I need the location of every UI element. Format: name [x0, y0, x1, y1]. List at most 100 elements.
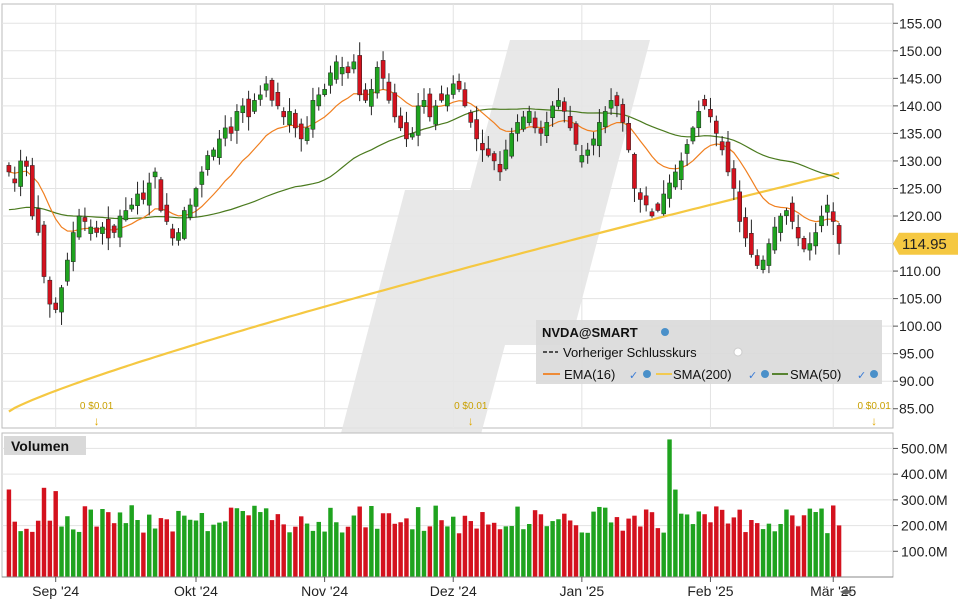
candle — [474, 119, 479, 140]
candle — [263, 83, 269, 91]
legend-prev-close-icon[interactable] — [733, 347, 743, 357]
volume-bar — [679, 513, 684, 577]
sma200-settings-icon[interactable] — [761, 370, 769, 378]
scroll-right-icon[interactable]: ◂▸ — [840, 584, 852, 598]
candle — [427, 93, 433, 118]
candle — [82, 217, 88, 222]
date-tick-label: Mär '25 — [810, 583, 856, 599]
volume-bar — [176, 510, 181, 577]
candle — [754, 255, 760, 266]
volume-bar — [737, 509, 742, 577]
check-icon[interactable]: ✓ — [748, 370, 757, 382]
candle — [357, 55, 362, 96]
candle — [310, 100, 316, 130]
candle — [643, 195, 649, 206]
volume-bar — [573, 525, 579, 577]
symbol-info-icon[interactable] — [661, 328, 669, 336]
candle — [363, 89, 368, 101]
dividend-arrow-icon[interactable]: ↓ — [94, 414, 100, 428]
price-tick-label: 95.00 — [899, 346, 934, 362]
sma50-settings-icon[interactable] — [870, 370, 878, 378]
volume-bar — [766, 523, 772, 577]
candle — [638, 192, 643, 200]
candle — [316, 94, 322, 107]
candle — [737, 191, 742, 222]
volume-bar — [59, 526, 64, 577]
check-icon[interactable]: ✓ — [857, 370, 866, 382]
candle — [462, 89, 468, 107]
candle — [450, 83, 456, 95]
candle — [836, 225, 842, 244]
volume-axis: 500.0M 400.0M 300.0M 200.0M 100.0M — [893, 440, 948, 559]
volume-bar — [351, 515, 357, 577]
candle — [684, 144, 690, 154]
candle — [228, 126, 234, 134]
volume-bar — [579, 532, 585, 577]
volume-bar — [614, 517, 620, 577]
volume-bar — [293, 526, 298, 577]
volume-bar — [474, 528, 479, 577]
volume-tick-label: 200.0M — [901, 518, 948, 534]
candle — [106, 219, 111, 239]
volume-bar — [199, 513, 205, 577]
ema16-settings-icon[interactable] — [643, 370, 651, 378]
candle — [702, 99, 707, 107]
volume-bar — [100, 509, 105, 577]
price-tick-label: 110.00 — [899, 263, 941, 279]
date-tick-label: Jan '25 — [559, 583, 604, 599]
volume-bar — [784, 509, 789, 577]
volume-bar — [515, 506, 520, 577]
candle — [456, 80, 462, 90]
candle — [59, 287, 64, 313]
legend-sma50: SMA(50) — [790, 367, 841, 382]
candle — [374, 67, 380, 94]
dividend-arrow-icon[interactable]: ↓ — [468, 414, 474, 428]
candle — [269, 79, 275, 101]
volume-bar — [643, 509, 649, 577]
candle — [795, 227, 801, 239]
price-tick-label: 130.00 — [899, 153, 942, 169]
candle — [392, 92, 398, 118]
candle — [88, 226, 94, 234]
candle — [141, 192, 146, 200]
candle — [158, 179, 164, 211]
volume-bar — [743, 532, 748, 577]
candle — [398, 115, 403, 129]
candle — [784, 210, 789, 217]
last-price-label: 114.95 — [902, 236, 947, 253]
candle — [509, 133, 514, 157]
volume-bar — [731, 517, 737, 577]
price-tick-label: 155.00 — [899, 15, 942, 31]
candle — [193, 188, 199, 207]
volume-bar — [585, 532, 590, 577]
candle — [526, 111, 532, 123]
volume-bar — [217, 522, 222, 577]
volume-bar — [76, 531, 82, 577]
candle — [515, 122, 520, 134]
candle — [760, 259, 766, 270]
candle — [614, 95, 620, 107]
volume-bar — [790, 515, 795, 577]
volume-bar — [94, 526, 99, 577]
volume-bar — [106, 512, 111, 577]
candle — [164, 204, 170, 222]
volume-bar — [795, 526, 801, 577]
candle — [345, 66, 351, 74]
dividend-arrow-icon[interactable]: ↓ — [871, 414, 877, 428]
volume-bar — [316, 521, 321, 577]
volume-bar — [281, 524, 286, 577]
candle — [275, 92, 281, 107]
volume-bar — [649, 512, 655, 577]
volume-bar — [88, 509, 93, 577]
volume-bar — [304, 523, 310, 577]
candle — [567, 116, 573, 129]
candle — [328, 72, 333, 86]
candle — [772, 226, 778, 251]
sma50-path — [8, 108, 840, 220]
volume-bar — [275, 514, 281, 577]
volume-bar — [147, 514, 152, 577]
volume-bar — [497, 529, 503, 577]
volume-bar — [456, 533, 462, 577]
check-icon[interactable]: ✓ — [629, 370, 638, 382]
candle — [100, 226, 105, 234]
